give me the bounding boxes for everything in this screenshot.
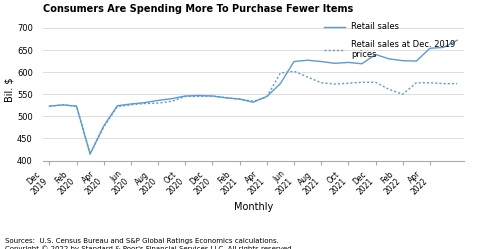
Text: Sources:  U.S. Census Bureau and S&P Global Ratings Economics calculations.: Sources: U.S. Census Bureau and S&P Glob…: [5, 238, 279, 244]
Text: Consumers Are Spending More To Purchase Fewer Items: Consumers Are Spending More To Purchase …: [43, 4, 353, 14]
Text: Copyright © 2022 by Standard & Poor's Financial Services LLC. All rights reserve: Copyright © 2022 by Standard & Poor's Fi…: [5, 245, 294, 249]
X-axis label: Monthly: Monthly: [234, 202, 273, 212]
Legend: Retail sales, Retail sales at Dec. 2019
prices: Retail sales, Retail sales at Dec. 2019 …: [321, 19, 459, 62]
Y-axis label: Bil. $: Bil. $: [4, 78, 14, 102]
